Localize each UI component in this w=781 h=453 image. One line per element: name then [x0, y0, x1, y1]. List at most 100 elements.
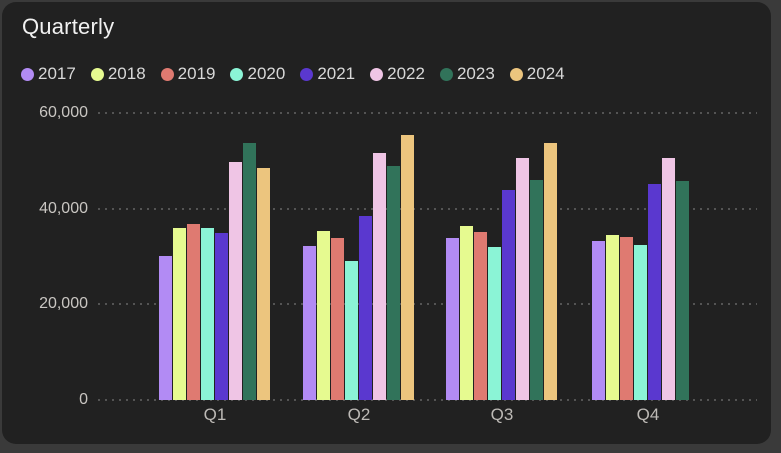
bar-Q4-2022[interactable] [662, 158, 675, 400]
bar-Q2-2024[interactable] [401, 135, 414, 400]
bar-Q2-2018[interactable] [317, 231, 330, 400]
legend-item-2018[interactable]: 2018 [90, 63, 146, 85]
bar-slot [446, 238, 460, 400]
bar-slot [201, 228, 215, 400]
bar-Q1-2023[interactable] [243, 143, 256, 400]
bar-Q3-2017[interactable] [446, 238, 459, 400]
bar-Q3-2018[interactable] [460, 226, 473, 400]
bar-Q2-2017[interactable] [303, 246, 316, 400]
bar-Q2-2019[interactable] [331, 238, 344, 400]
bar-slot [676, 181, 690, 400]
gridline-20000 [98, 303, 757, 306]
bar-Q3-2024[interactable] [544, 143, 557, 400]
legend-dot-icon [300, 67, 314, 81]
bar-slot [387, 166, 401, 400]
bar-slot [634, 245, 648, 400]
bar-Q4-2018[interactable] [606, 235, 619, 400]
legend-dot-icon [509, 67, 523, 81]
legend-label: 2017 [38, 64, 76, 83]
bar-slot [648, 184, 662, 400]
bar-slot [544, 143, 558, 400]
bar-slot [474, 232, 488, 400]
legend-label: 2022 [387, 64, 425, 83]
bar-Q2-2023[interactable] [387, 166, 400, 400]
bar-slot [359, 216, 373, 400]
legend-dot-icon [90, 67, 104, 81]
x-axis-label-Q3: Q3 [490, 405, 514, 424]
bar-Q2-2021[interactable] [359, 216, 372, 400]
bar-slot [303, 246, 317, 400]
bar-Q2-2020[interactable] [345, 261, 358, 400]
legend-label: 2023 [456, 64, 495, 83]
bar-Q1-2020[interactable] [201, 228, 214, 400]
legend-item-2023[interactable]: 2023 [439, 63, 495, 85]
gridline-0 [98, 399, 757, 401]
bar-Q3-2020[interactable] [488, 247, 501, 400]
bar-slot [173, 228, 187, 400]
legend-label: 2018 [107, 64, 146, 83]
gridline-40000 [98, 207, 757, 210]
bar-group-Q4 [592, 113, 704, 400]
bar-Q4-2023[interactable] [676, 181, 689, 400]
bar-Q3-2023[interactable] [530, 180, 543, 400]
bar-Q4-2019[interactable] [620, 237, 633, 400]
bar-Q3-2019[interactable] [474, 232, 487, 400]
bar-slot [215, 233, 229, 400]
legend-label: 2019 [177, 64, 216, 83]
y-axis-tick-label: 20,000 [39, 295, 88, 313]
legend-dot-icon [230, 67, 244, 81]
x-axis-label-Q4: Q4 [636, 405, 660, 424]
legend-dot-icon [370, 67, 384, 81]
legend-item-2024[interactable]: 2024 [509, 63, 565, 85]
chart-legend: 2017 2018 2019 2020 2021 2022 2023 2024 [21, 63, 580, 85]
y-axis-tick-label: 0 [79, 391, 88, 408]
bar-Q1-2019[interactable] [187, 224, 200, 400]
bar-slot [243, 143, 257, 400]
bar-Q4-2021[interactable] [648, 184, 661, 400]
bar-Q3-2021[interactable] [502, 190, 515, 400]
bar-Q1-2017[interactable] [159, 256, 172, 400]
bar-slot [187, 224, 201, 400]
bar-slot [345, 261, 359, 400]
bar-group-Q2 [303, 113, 415, 400]
bar-slot [401, 135, 415, 400]
plot-area [98, 112, 757, 401]
bar-Q1-2018[interactable] [173, 228, 186, 400]
bar-slot [502, 190, 516, 400]
legend-dot-icon [439, 67, 453, 81]
legend-dot-icon [160, 67, 174, 81]
bar-slot [257, 168, 271, 400]
bar-Q1-2022[interactable] [229, 162, 242, 400]
legend-item-2022[interactable]: 2022 [370, 63, 425, 85]
bar-Q1-2021[interactable] [215, 233, 228, 400]
legend-item-2020[interactable]: 2020 [230, 63, 285, 85]
legend-item-2017[interactable]: 2017 [21, 63, 76, 85]
bar-group-Q1 [159, 113, 271, 400]
bar-slot [373, 153, 387, 400]
bar-Q1-2024[interactable] [257, 168, 270, 400]
bar-Q4-2020[interactable] [634, 245, 647, 400]
gridline-60000 [98, 112, 757, 114]
bar-slot [620, 237, 634, 400]
bar-Q4-2017[interactable] [592, 241, 605, 400]
bar-slot [592, 241, 606, 400]
bar-Q2-2022[interactable] [373, 153, 386, 400]
legend-label: 2020 [247, 64, 286, 83]
bar-slot [460, 226, 474, 400]
legend-label: 2024 [526, 64, 565, 83]
x-axis-label-Q1: Q1 [203, 405, 227, 424]
chart-title: Quarterly [22, 14, 115, 39]
legend-label: 2021 [317, 64, 356, 83]
bar-slot [331, 238, 345, 400]
y-axis-tick-label: 60,000 [39, 104, 88, 121]
bar-slot [662, 158, 676, 400]
bar-slot [516, 158, 530, 400]
legend-item-2019[interactable]: 2019 [160, 63, 216, 85]
legend-dot-icon [21, 67, 34, 81]
legend-item-2021[interactable]: 2021 [300, 63, 355, 85]
x-axis-label-Q2: Q2 [347, 405, 371, 424]
bar-slot [317, 231, 331, 400]
bar-Q3-2022[interactable] [516, 158, 529, 400]
bar-group-Q3 [446, 113, 558, 400]
bar-slot [159, 256, 173, 400]
